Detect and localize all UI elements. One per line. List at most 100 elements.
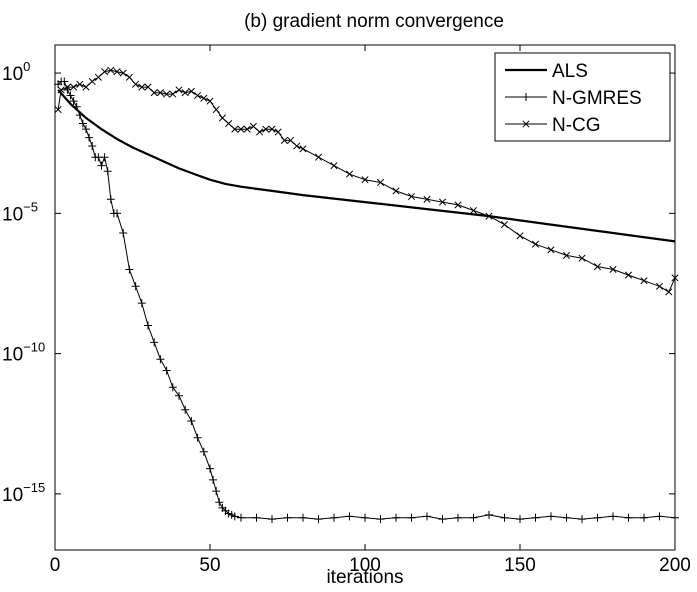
data-point	[57, 86, 65, 94]
data-point	[274, 128, 282, 136]
data-point	[624, 513, 633, 522]
data-point	[199, 447, 208, 456]
data-point	[119, 69, 127, 77]
data-point	[100, 153, 109, 162]
data-point	[70, 83, 78, 91]
data-point	[516, 232, 524, 240]
data-point	[181, 405, 190, 414]
data-point	[194, 91, 202, 100]
data-point	[407, 513, 416, 522]
data-point	[101, 68, 109, 76]
data-point	[500, 513, 509, 522]
data-point	[175, 391, 183, 400]
x-tick-label: 100	[349, 555, 381, 576]
data-point	[485, 510, 493, 519]
data-point	[150, 89, 158, 97]
series-n-gmres	[54, 77, 679, 524]
data-point	[671, 513, 679, 522]
data-point	[63, 83, 71, 91]
y-tick-label: 10−10	[2, 340, 45, 366]
data-point	[423, 512, 431, 521]
data-point	[54, 105, 62, 114]
data-point	[423, 195, 431, 203]
data-point	[438, 515, 447, 524]
data-point	[78, 119, 87, 128]
data-point	[531, 240, 540, 248]
data-point	[113, 68, 121, 76]
data-point	[231, 125, 239, 133]
data-point	[175, 86, 183, 94]
data-point	[106, 195, 115, 204]
data-point	[314, 515, 323, 524]
data-point	[500, 221, 509, 229]
data-point	[181, 89, 189, 97]
data-point	[376, 178, 385, 187]
series-n-cg	[54, 66, 679, 296]
data-point	[345, 512, 354, 521]
data-point	[593, 263, 602, 271]
series-als	[57, 89, 676, 243]
data-point	[516, 515, 524, 524]
data-point	[85, 133, 94, 142]
data-point	[256, 128, 264, 136]
data-point	[212, 105, 220, 114]
data-point	[82, 125, 90, 134]
legend-label: N-GMRES	[552, 88, 642, 109]
y-tick-exponent: −15	[23, 480, 45, 495]
data-point	[454, 513, 462, 522]
data-point	[655, 512, 664, 521]
data-point	[407, 192, 416, 201]
data-point	[156, 355, 165, 364]
data-point	[640, 277, 648, 285]
data-point	[156, 89, 164, 97]
data-point	[547, 512, 555, 521]
data-point	[119, 228, 128, 237]
data-point	[225, 120, 233, 128]
data-point	[69, 97, 78, 106]
x-tick-label: 150	[504, 555, 536, 576]
data-point	[578, 254, 586, 262]
data-point	[187, 87, 195, 95]
data-point	[392, 513, 400, 522]
data-point	[287, 136, 295, 144]
data-point	[162, 366, 171, 375]
data-point	[624, 271, 633, 279]
x-tick-label: 0	[50, 555, 61, 576]
data-point	[562, 513, 571, 522]
data-point	[94, 73, 102, 81]
data-point	[113, 209, 121, 218]
y-tick-exponent: −5	[23, 199, 38, 214]
data-point	[103, 167, 112, 176]
data-point	[361, 176, 369, 184]
data-point	[88, 142, 97, 150]
data-point	[72, 102, 81, 111]
data-point	[609, 512, 617, 521]
legend-label: N-CG	[552, 115, 601, 136]
data-point	[206, 97, 214, 105]
data-point	[361, 513, 369, 522]
legend-marker	[522, 120, 530, 128]
data-point	[299, 145, 307, 153]
data-point	[314, 153, 323, 161]
data-point	[640, 513, 648, 522]
data-point	[454, 201, 462, 209]
data-point	[562, 251, 571, 259]
data-point	[125, 73, 133, 81]
legend-label: ALS	[552, 61, 588, 82]
y-tick-base: 10	[2, 485, 23, 506]
data-point	[283, 513, 292, 522]
data-point	[75, 111, 84, 120]
y-tick-exponent: −10	[23, 340, 45, 355]
data-point	[66, 91, 75, 100]
data-point	[268, 515, 276, 524]
data-point	[243, 125, 251, 133]
data-point	[485, 212, 493, 220]
data-point	[150, 338, 159, 347]
data-point	[215, 498, 224, 507]
data-point	[187, 416, 196, 425]
y-tick-label: 100	[2, 59, 30, 85]
data-point	[137, 299, 146, 308]
data-point	[438, 198, 447, 206]
series-line	[57, 81, 676, 520]
